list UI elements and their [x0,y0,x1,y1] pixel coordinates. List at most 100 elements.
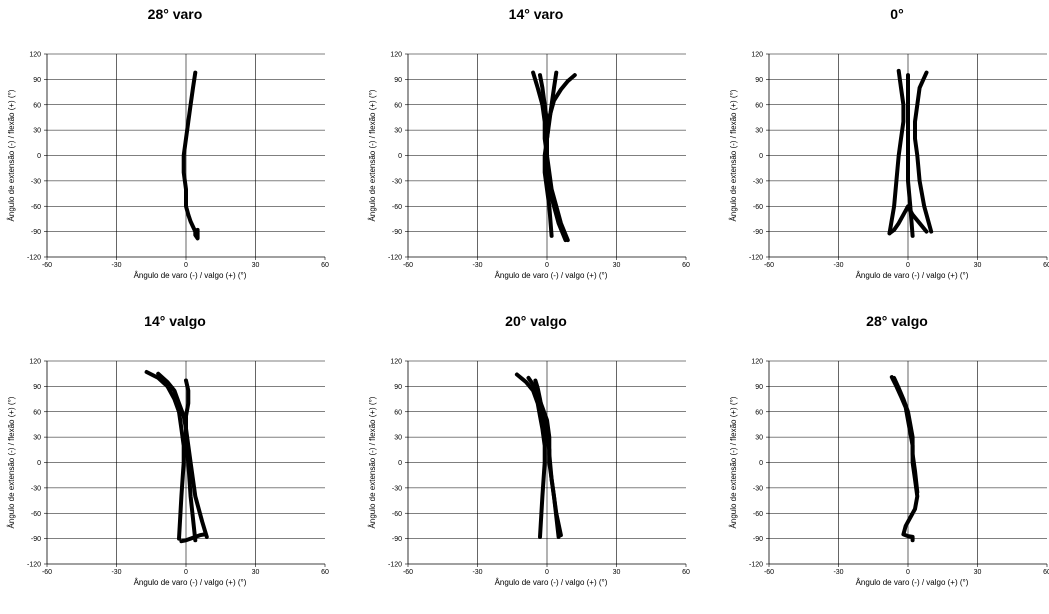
chart-title: 14° varo [508,6,564,22]
y-tick-label: -90 [753,229,763,236]
y-tick-label: -90 [31,229,41,236]
y-axis-label: Ângulo de extensão (-) / flexão (+) (°) [368,396,377,528]
panel-14-varo: 14° varo -120 -90 -60 -30 0 30 60 90 120 -60 -30 0 3… [361,0,711,307]
y-tick-label: 30 [33,128,41,135]
x-tick-label: -30 [833,262,843,269]
data-series-4 [538,73,554,238]
y-axis-label: Ângulo de extensão (-) / flexão (+) (°) [729,396,738,528]
x-axis-label: Ângulo de varo (-) / valgo (+) (°) [495,271,608,280]
x-tick-label: 30 [613,262,621,269]
y-tick-label: 60 [33,409,41,416]
x-tick-label: -30 [111,569,121,576]
y-tick-label: -90 [753,536,763,543]
y-tick-label: 120 [751,52,763,59]
panel-14-valgo: 14° valgo -120 -90 -60 -30 0 30 60 90 120 -60 -30 0… [0,307,350,614]
data-series-2 [913,70,934,234]
x-tick-label: 30 [252,569,260,576]
y-tick-label: -60 [31,204,41,211]
x-tick-label: 0 [545,569,549,576]
chart-title: 20° valgo [505,313,567,329]
data-series-1 [514,372,547,539]
y-tick-label: -90 [31,536,41,543]
panel-0: 0° -120 -90 -60 -30 0 30 60 90 120 -60 -30 0 30 60 Âng… [722,0,1049,307]
x-tick-label: -60 [403,569,413,576]
x-tick-label: 60 [682,569,690,576]
panel-20-valgo: 20° valgo -120 -90 -60 -30 0 30 60 90 120 -60 -30 0… [361,307,711,614]
y-tick-label: 90 [394,384,402,391]
data-series-3 [526,375,563,538]
x-tick-label: 0 [906,262,910,269]
chart-plot: -120 -90 -60 -30 0 30 60 90 120 -60 -30 0 30 60 Ângulo… [368,52,690,281]
x-tick-label: -60 [764,262,774,269]
data-series-1 [144,370,186,541]
chart-plot: -120 -90 -60 -30 0 30 60 90 120 -60 -30 0 30 60 Ângulo… [7,359,329,588]
panel-28-varo: 28° varo -120 -90 -60 -30 0 30 60 90 120 -60 -30 0 3… [0,0,350,307]
x-tick-label: 60 [321,262,329,269]
y-axis-label: Ângulo de extensão (-) / flexão (+) (°) [7,396,16,528]
x-tick-label: -60 [764,569,774,576]
y-tick-label: 30 [755,128,763,135]
data-series-2 [545,70,570,243]
chart-plot: -120 -90 -60 -30 0 30 60 90 120 -60 -30 0 30 60 Ângulo… [729,359,1049,588]
y-tick-label: 90 [755,77,763,84]
y-tick-label: -60 [31,511,41,518]
y-tick-label: 120 [390,359,402,366]
y-tick-label: 0 [398,460,402,467]
x-tick-label: 0 [545,262,549,269]
panel-28-valgo: 28° valgo -120 -90 -60 -30 0 30 60 90 120 -60 -30 0… [722,307,1049,614]
x-tick-label: 60 [1043,262,1049,269]
x-tick-label: 30 [974,569,982,576]
y-tick-label: 90 [33,77,41,84]
data-series-2 [892,375,920,495]
y-tick-label: 60 [755,409,763,416]
y-axis-label: Ângulo de extensão (-) / flexão (+) (°) [7,89,16,221]
x-tick-label: 30 [974,262,982,269]
chart-title: 0° [890,6,904,22]
x-axis-label: Ângulo de varo (-) / valgo (+) (°) [134,578,247,587]
y-tick-label: 30 [33,435,41,442]
chart-plot: -120 -90 -60 -30 0 30 60 90 120 -60 -30 0 30 60 Ângulo… [7,52,329,281]
data-series-4 [179,532,207,544]
x-axis-label: Ângulo de varo (-) / valgo (+) (°) [495,578,608,587]
y-tick-label: 0 [37,460,41,467]
chart-plot: -120 -90 -60 -30 0 30 60 90 120 -60 -30 0 30 60 Ângulo… [368,359,690,588]
y-tick-label: 30 [755,435,763,442]
y-tick-label: -30 [753,485,763,492]
x-axis-label: Ângulo de varo (-) / valgo (+) (°) [134,271,247,280]
x-tick-label: -60 [42,262,52,269]
y-tick-label: 60 [33,102,41,109]
x-tick-label: -30 [472,569,482,576]
x-tick-label: 60 [1043,569,1049,576]
chart-title: 28° valgo [866,313,928,329]
y-tick-label: 120 [390,52,402,59]
x-tick-label: -60 [403,262,413,269]
y-tick-label: -60 [753,511,763,518]
y-tick-label: 0 [759,153,763,160]
data-series-1 [181,70,200,241]
y-tick-label: -60 [392,204,402,211]
chart-title: 14° valgo [144,313,206,329]
y-tick-label: 120 [751,359,763,366]
data-series-4 [887,204,929,236]
y-tick-label: -30 [31,178,41,185]
y-tick-label: -120 [388,562,402,569]
y-tick-label: 0 [37,153,41,160]
x-tick-label: 0 [184,569,188,576]
data-series-1 [887,68,906,236]
y-tick-label: 0 [759,460,763,467]
y-tick-label: 60 [394,102,402,109]
y-tick-label: 0 [398,153,402,160]
y-tick-label: -120 [388,255,402,262]
y-axis-label: Ângulo de extensão (-) / flexão (+) (°) [729,89,738,221]
x-tick-label: -30 [111,262,121,269]
y-tick-label: 30 [394,435,402,442]
y-tick-label: -30 [392,178,402,185]
x-axis-label: Ângulo de varo (-) / valgo (+) (°) [856,271,969,280]
y-tick-label: 120 [29,52,41,59]
y-tick-label: 90 [755,384,763,391]
y-tick-label: -30 [392,485,402,492]
x-tick-label: 60 [321,569,329,576]
chart-plot: -120 -90 -60 -30 0 30 60 90 120 -60 -30 0 30 60 Ângulo… [729,52,1049,281]
y-tick-label: -120 [27,255,41,262]
x-axis-label: Ângulo de varo (-) / valgo (+) (°) [856,578,969,587]
